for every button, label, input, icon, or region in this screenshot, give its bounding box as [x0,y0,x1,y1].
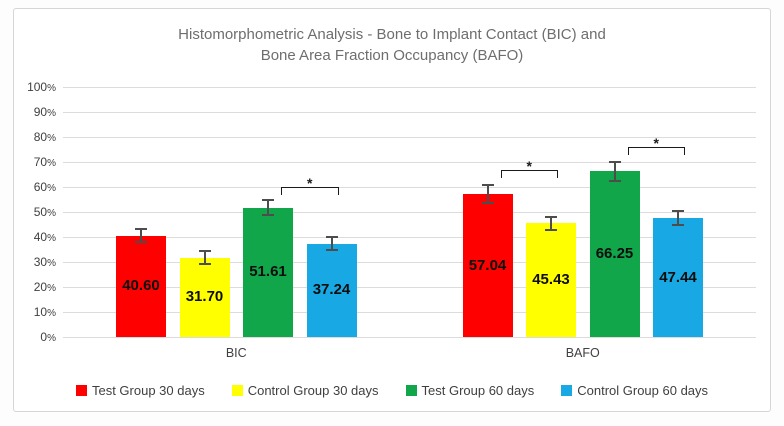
error-bar-cap-bottom [325,249,338,252]
gridline [63,111,756,113]
percent-sign: % [47,83,56,94]
legend-swatch-icon [561,385,573,396]
error-bar-cap-top [135,228,147,230]
y-tick-label: 60% [33,180,56,194]
legend-label: Test Group 60 days [421,383,535,398]
y-tick-label: 80% [33,130,56,144]
percent-sign: % [47,258,56,269]
bar-value-label: 66.25 [595,245,634,263]
bar-bic-series0 [116,235,166,337]
percent-sign: % [47,333,56,344]
gridline [63,161,756,163]
significance-asterisk: * [653,135,659,151]
bar-bafo-series3 [653,218,703,337]
error-bar-cap-top [262,199,274,202]
percent-sign: % [47,308,56,319]
error-bar-cap-top [325,236,338,239]
error-bar [486,185,489,204]
chart-title-line1: Histomorphometric Analysis - Bone to Imp… [178,26,606,43]
significance-asterisk: * [526,157,532,174]
bar-value-label: 51.61 [249,263,287,281]
gridline [63,136,756,138]
y-tick-label: 0% [40,330,56,344]
bar-value-label: 57.04 [468,256,507,274]
gridline [63,286,756,288]
significance-bracket [500,169,558,178]
y-tick-label: 30% [33,255,56,269]
legend-swatch-icon [231,385,243,396]
error-bar-cap-bottom [262,214,274,217]
y-tick-label: 40% [33,230,56,244]
bar-bafo-series2 [589,171,640,337]
legend-item: Test Group 30 days [75,383,205,398]
percent-sign: % [47,133,56,144]
error-bar [203,251,206,265]
gridline [63,261,756,263]
legend-item: Control Group 60 days [561,383,708,398]
chart-frame: Histomorphometric Analysis - Bone to Imp… [13,8,771,412]
bar-bic-series2 [243,207,293,337]
error-bar [330,237,333,251]
bar-bafo-series1 [526,223,576,337]
error-bar-cap-bottom [672,224,684,227]
chart-title: Histomorphometric Analysis - Bone to Imp… [14,24,770,66]
bar-value-label: 31.70 [185,288,224,306]
legend-item: Test Group 60 days [405,383,535,398]
percent-sign: % [47,233,56,244]
error-bar [677,211,679,226]
category-label-bic: BIC [225,346,247,360]
error-bar-cap-bottom [198,263,211,266]
legend-label: Test Group 30 days [91,383,205,398]
bar-value-label: 40.60 [122,277,160,295]
y-tick-label: 90% [33,105,56,119]
bar-value-label: 37.24 [312,281,351,299]
y-tick-label: 20% [33,280,56,294]
legend-label: Control Group 60 days [577,383,709,398]
legend-swatch-icon [75,385,87,396]
y-tick-label: 100% [27,80,56,94]
error-bar-cap-bottom [135,241,147,243]
legend-label: Control Group 30 days [247,383,379,398]
gridline [63,211,756,213]
bar-bic-series3 [306,243,357,337]
bar-bic-series1 [179,257,230,337]
gridline [63,336,756,338]
error-bar-cap-top [481,184,494,187]
error-bar [550,216,552,230]
error-bar-cap-top [672,210,684,213]
plot-area: 40.60 31.70 51.61 37.24 57.04 45.43 66.25 47.44… [63,86,756,338]
percent-sign: % [47,108,56,119]
percent-sign: % [47,158,56,169]
y-tick-label: 10% [33,305,56,319]
gridline [63,311,756,313]
chart-title-line2: Bone Area Fraction Occupancy (BAFO) [260,47,524,64]
percent-sign: % [47,208,56,219]
bar-value-label: 45.43 [532,271,570,289]
error-bar-cap-top [608,160,621,163]
error-bar [140,229,142,242]
legend-swatch-icon [405,385,417,396]
error-bar-cap-top [198,250,211,253]
bar-bafo-series0 [462,194,513,337]
y-tick-label: 70% [33,155,56,169]
bar-value-label: 47.44 [659,268,697,286]
gridline [63,186,756,188]
error-bar-cap-bottom [608,179,621,182]
legend-item: Control Group 30 days [231,383,379,398]
legend: Test Group 30 days Control Group 30 days T… [14,383,770,398]
percent-sign: % [47,183,56,194]
category-label-bafo: BAFO [565,346,600,360]
error-bar-cap-top [545,215,557,218]
gridline [63,86,756,88]
significance-asterisk: * [307,175,313,191]
gridline [63,236,756,238]
significance-bracket [627,147,685,155]
percent-sign: % [47,283,56,294]
error-bar-cap-bottom [481,202,494,205]
error-bar-cap-bottom [545,228,557,231]
error-bar [613,161,616,181]
significance-bracket [281,187,339,195]
error-bar [267,200,269,216]
y-tick-label: 50% [33,205,56,219]
